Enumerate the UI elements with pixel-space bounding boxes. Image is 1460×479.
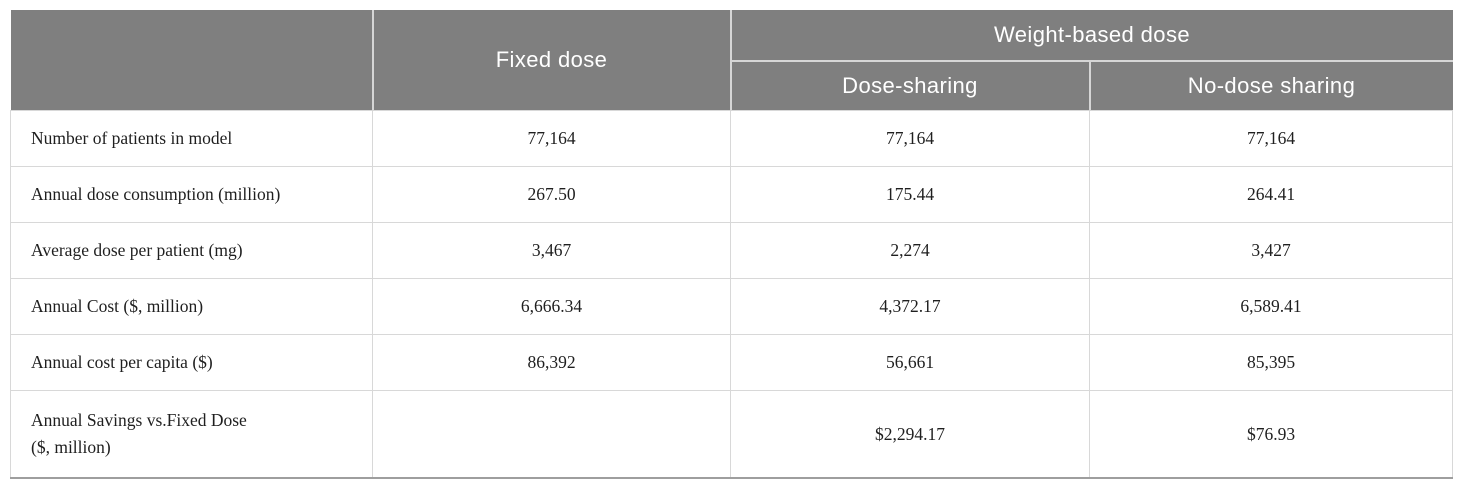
- fixed-dose-value: 6,666.34: [372, 278, 731, 335]
- fixed-dose-value: 3,467: [372, 222, 731, 279]
- fixed-dose-value: [372, 390, 731, 479]
- no-dose-sharing-column-header: No-dose sharing: [1088, 61, 1453, 111]
- row-label: Annual Cost ($, million): [10, 278, 373, 335]
- no-dose-sharing-value: 6,589.41: [1089, 278, 1453, 335]
- no-dose-sharing-value: 264.41: [1089, 166, 1453, 223]
- fixed-dose-value: 86,392: [372, 334, 731, 391]
- table-header: Fixed dose Weight-based dose Dose-sharin…: [10, 10, 1453, 111]
- dose-sharing-value: $2,294.17: [730, 390, 1090, 479]
- row-label: Average dose per patient (mg): [10, 222, 373, 279]
- row-label: Annual Savings vs.Fixed Dose ($, million…: [10, 390, 373, 479]
- fixed-dose-column-header: Fixed dose: [372, 10, 732, 111]
- row-label: Annual cost per capita ($): [10, 334, 373, 391]
- dose-sharing-value: 77,164: [730, 110, 1090, 167]
- table-row: Number of patients in model 77,164 77,164 7…: [10, 110, 1453, 167]
- weight-based-dose-group-header: Weight-based dose: [730, 10, 1453, 62]
- dose-sharing-value: 56,661: [730, 334, 1090, 391]
- table-row: Annual Cost ($, million) 6,666.34 4,372.17…: [10, 278, 1453, 335]
- no-dose-sharing-value: $76.93: [1089, 390, 1453, 479]
- dose-sharing-value: 4,372.17: [730, 278, 1090, 335]
- table-row: Annual Savings vs.Fixed Dose ($, million…: [10, 390, 1453, 479]
- dose-comparison-table-container: Fixed dose Weight-based dose Dose-sharin…: [10, 10, 1453, 479]
- dose-sharing-value: 175.44: [730, 166, 1090, 223]
- dose-sharing-value: 2,274: [730, 222, 1090, 279]
- no-dose-sharing-value: 85,395: [1089, 334, 1453, 391]
- row-label: Number of patients in model: [10, 110, 373, 167]
- row-label: Annual dose consumption (million): [10, 166, 373, 223]
- header-row-top: Fixed dose Weight-based dose: [10, 10, 1453, 111]
- fixed-dose-value: 77,164: [372, 110, 731, 167]
- header-row-sub: Dose-sharing No-dose sharing: [11, 61, 1453, 111]
- corner-header-cell: [10, 10, 374, 111]
- table-row: Annual cost per capita ($) 86,392 56,661 85…: [10, 334, 1453, 391]
- table-body: Number of patients in model 77,164 77,164 7…: [10, 110, 1453, 479]
- table-row: Annual dose consumption (million) 267.50 1…: [10, 166, 1453, 223]
- dose-comparison-table: Fixed dose Weight-based dose Dose-sharin…: [10, 10, 1453, 479]
- no-dose-sharing-value: 77,164: [1089, 110, 1453, 167]
- fixed-dose-value: 267.50: [372, 166, 731, 223]
- table-row: Average dose per patient (mg) 3,467 2,274 3…: [10, 222, 1453, 279]
- no-dose-sharing-value: 3,427: [1089, 222, 1453, 279]
- dose-sharing-column-header: Dose-sharing: [730, 61, 1090, 111]
